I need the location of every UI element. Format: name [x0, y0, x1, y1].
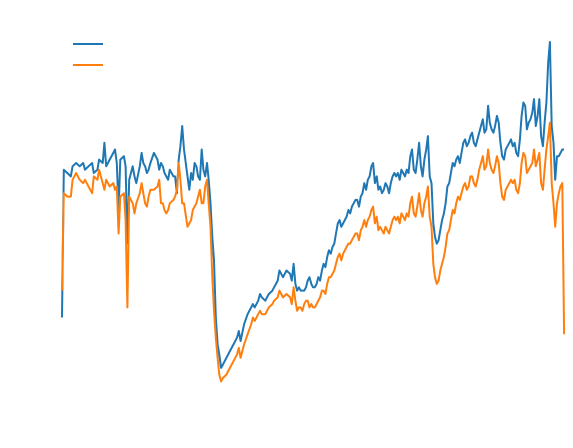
series-line-2	[61, 121, 566, 383]
plot-area	[61, 41, 566, 383]
series-line-1	[61, 41, 565, 369]
legend	[73, 43, 103, 66]
